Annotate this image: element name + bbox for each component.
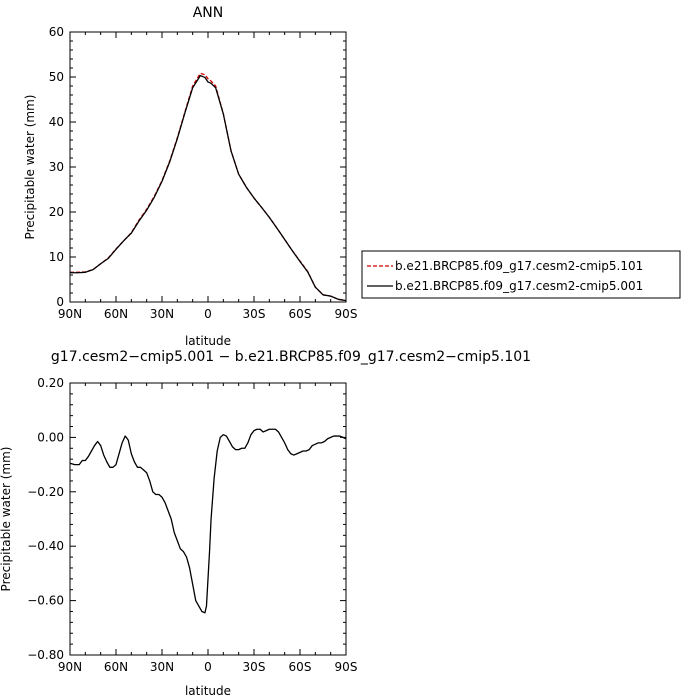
- x-tick-label: 60S: [289, 307, 312, 321]
- x-tick-label: 60S: [289, 660, 312, 674]
- difference-panel: g17.cesm2−cmip5.001 − b.e21.BRCP85.f09_g…: [0, 349, 531, 698]
- y-tick-label: −0.80: [27, 648, 64, 662]
- legend: b.e21.BRCP85.f09_g17.cesm2-cmip5.101 b.e…: [361, 250, 681, 299]
- legend-label-series-1: b.e21.BRCP85.f09_g17.cesm2-cmip5.101: [395, 259, 643, 273]
- y-tick-label: 0: [56, 295, 64, 309]
- x-tick-label: 30N: [150, 660, 174, 674]
- legend-label-series-2: b.e21.BRCP85.f09_g17.cesm2-cmip5.001: [395, 279, 643, 293]
- series-line-2: [70, 75, 347, 302]
- plot-title: g17.cesm2−cmip5.001 − b.e21.BRCP85.f09_g…: [51, 349, 531, 365]
- x-tick-label: 90S: [335, 660, 358, 674]
- y-axis-title: Precipitable water (mm): [23, 95, 37, 240]
- x-tick-label: 30N: [150, 307, 174, 321]
- y-tick-label: 30: [49, 160, 64, 174]
- x-tick-label: 90S: [335, 307, 358, 321]
- x-tick-label: 60N: [104, 660, 128, 674]
- series-line-1: [70, 72, 347, 302]
- y-tick-label: 0.20: [37, 376, 64, 390]
- plot-frame: [69, 31, 347, 303]
- y-tick-label: −0.20: [27, 485, 64, 499]
- y-axis-title: Precipitable water (mm): [0, 447, 13, 592]
- y-tick-label: −0.60: [27, 594, 64, 608]
- plot-frame: [69, 382, 347, 656]
- y-tick-label: 60: [49, 25, 64, 39]
- x-tick-label: 60N: [104, 307, 128, 321]
- axis-ticks: 90N 60N 30N 0 30S 60S 90S 0.20 0.00 −0.20 −0.40 −0.…: [27, 376, 357, 674]
- plot-title: ANN: [193, 5, 224, 21]
- series-lines: [69, 428, 347, 614]
- axis-ticks: 90N 60N 30N 0 30S 60S 90S 0 10 20 30 40 50 60: [49, 25, 358, 321]
- x-tick-label: 0: [204, 660, 212, 674]
- x-axis-title: latitude: [185, 334, 231, 348]
- y-tick-label: 20: [49, 205, 64, 219]
- series-line-1: [69, 428, 347, 614]
- x-tick-label: 30S: [243, 307, 266, 321]
- x-tick-label: 90N: [58, 307, 82, 321]
- legend-box: [361, 250, 681, 299]
- x-axis-title: latitude: [185, 684, 231, 698]
- y-tick-label: 50: [49, 70, 64, 84]
- y-tick-label: 0.00: [37, 430, 64, 444]
- y-tick-label: −0.40: [27, 539, 64, 553]
- precipitable-water-panel: ANN 90N 60N 30N 0 30S 60S 90S 0 10 20 30 40 50 60 lat…: [23, 5, 357, 348]
- y-tick-label: 40: [49, 115, 64, 129]
- x-tick-label: 30S: [243, 660, 266, 674]
- x-tick-label: 0: [204, 307, 212, 321]
- y-tick-label: 10: [49, 250, 64, 264]
- x-tick-label: 90N: [58, 660, 82, 674]
- series-lines: [70, 72, 347, 302]
